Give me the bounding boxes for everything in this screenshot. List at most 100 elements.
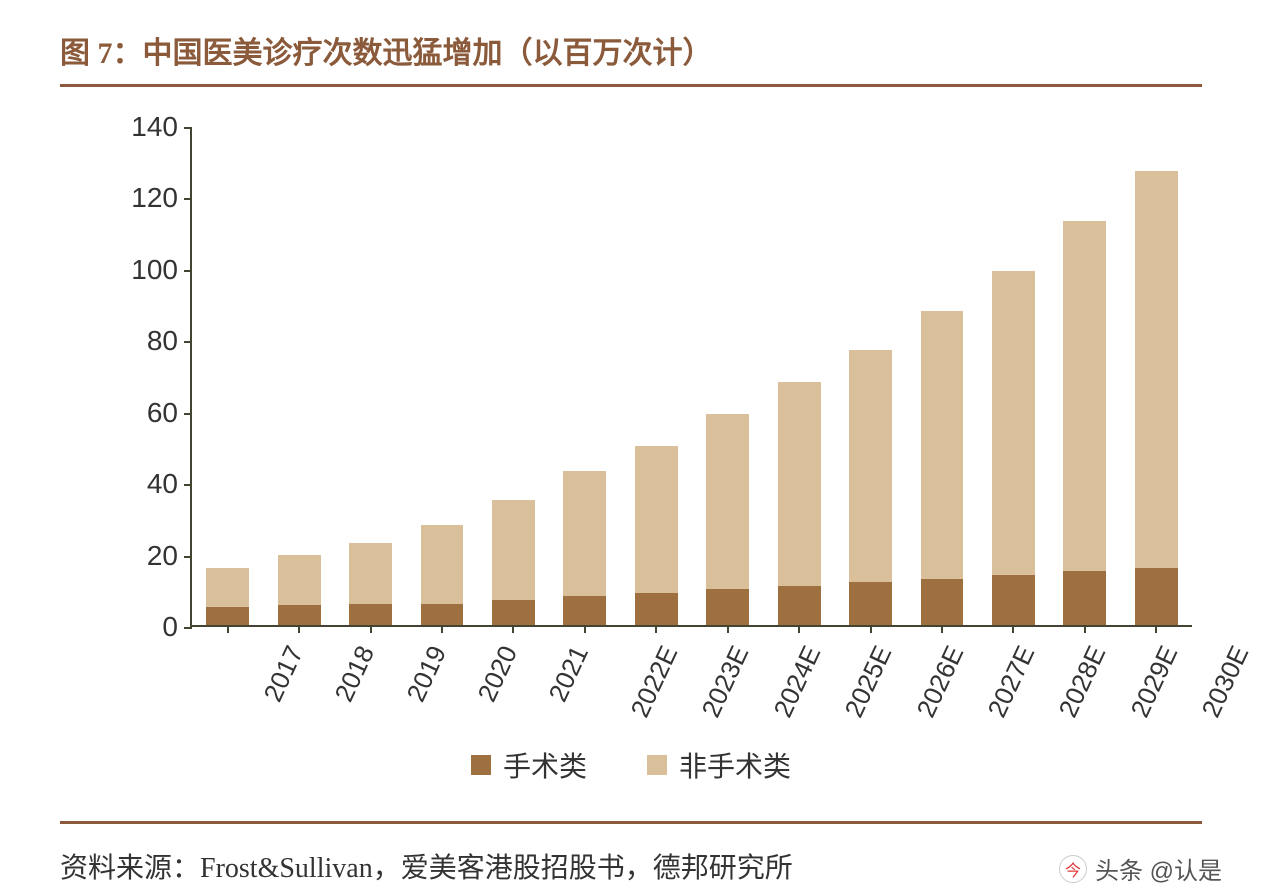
figure-title: 图 7：中国医美诊疗次数迅猛增加（以百万次计）: [60, 28, 1202, 84]
x-tick-label: 2017: [257, 641, 310, 707]
y-tick-label: 20: [147, 540, 178, 572]
bar-segment-surgical: [1135, 568, 1178, 625]
bar-segment-surgical: [278, 605, 321, 625]
x-tick-mark: [1012, 625, 1014, 633]
legend: 手术类 非手术类: [60, 745, 1202, 785]
watermark-text: 头条 @认是: [1095, 851, 1222, 886]
y-tick-label: 120: [131, 182, 178, 214]
x-tick-mark: [1155, 625, 1157, 633]
bar-segment-surgical: [563, 596, 606, 625]
legend-item: 手术类: [471, 745, 587, 785]
bar-segment-nonsurgical: [706, 414, 749, 589]
bar-segment-surgical: [778, 586, 821, 625]
x-tick-label: 2022E: [624, 641, 684, 722]
bar-segment-nonsurgical: [563, 471, 606, 596]
bar-segment-surgical: [635, 593, 678, 625]
bar-group: [278, 555, 321, 625]
x-tick-label: 2025E: [839, 641, 899, 722]
x-tick-mark: [798, 625, 800, 633]
bar-segment-surgical: [349, 604, 392, 625]
bar-segment-surgical: [706, 589, 749, 625]
y-tick-label: 80: [147, 325, 178, 357]
bar-segment-nonsurgical: [349, 543, 392, 604]
bar-group: [1063, 221, 1106, 625]
y-tick-label: 40: [147, 468, 178, 500]
bottom-divider: [60, 821, 1202, 824]
bar-segment-surgical: [921, 579, 964, 625]
bar-group: [421, 525, 464, 625]
legend-swatch: [471, 755, 491, 775]
bar-group: [492, 500, 535, 625]
bar-group: [849, 350, 892, 625]
y-tick-mark: [184, 413, 192, 415]
bar-segment-nonsurgical: [421, 525, 464, 604]
source-line: 资料来源：Frost&Sullivan，爱美客港股招股书，德邦研究所: [60, 846, 1202, 886]
x-tick-label: 2023E: [696, 641, 756, 722]
x-tick-mark: [1084, 625, 1086, 633]
y-tick-mark: [184, 198, 192, 200]
bar-segment-surgical: [849, 582, 892, 625]
watermark: 今 头条 @认是: [1059, 851, 1222, 886]
bar-group: [349, 543, 392, 625]
bar-group: [992, 271, 1035, 625]
y-tick-mark: [184, 484, 192, 486]
bar-segment-nonsurgical: [278, 555, 321, 605]
x-tick-mark: [870, 625, 872, 633]
y-tick-mark: [184, 627, 192, 629]
bar-segment-surgical: [992, 575, 1035, 625]
y-tick-mark: [184, 556, 192, 558]
y-tick-label: 60: [147, 397, 178, 429]
bar-group: [635, 446, 678, 625]
bar-segment-surgical: [421, 604, 464, 625]
x-tick-mark: [727, 625, 729, 633]
x-tick-mark: [441, 625, 443, 633]
y-tick-mark: [184, 341, 192, 343]
bar-group: [206, 568, 249, 625]
legend-label: 手术类: [503, 745, 587, 785]
y-axis: 020406080100120140: [60, 117, 190, 717]
bar-segment-nonsurgical: [1063, 221, 1106, 571]
bar-segment-nonsurgical: [206, 568, 249, 607]
bar-segment-nonsurgical: [635, 446, 678, 592]
bar-group: [921, 311, 964, 625]
legend-swatch: [647, 755, 667, 775]
legend-item: 非手术类: [647, 745, 791, 785]
bar-segment-nonsurgical: [849, 350, 892, 582]
x-tick-label: 2026E: [910, 641, 970, 722]
x-tick-label: 2018: [329, 641, 382, 707]
x-tick-label: 2030E: [1196, 641, 1256, 722]
x-tick-mark: [941, 625, 943, 633]
y-tick-mark: [184, 270, 192, 272]
plot-area: 201720182019202020212022E2023E2024E2025E…: [190, 127, 1192, 627]
bar-segment-surgical: [1063, 571, 1106, 625]
bar-segment-surgical: [492, 600, 535, 625]
x-tick-mark: [227, 625, 229, 633]
x-tick-label: 2020: [471, 641, 524, 707]
bar-segment-nonsurgical: [492, 500, 535, 600]
x-tick-mark: [298, 625, 300, 633]
bar-segment-surgical: [206, 607, 249, 625]
bar-segment-nonsurgical: [992, 271, 1035, 575]
chart-area: 020406080100120140 201720182019202020212…: [60, 117, 1202, 717]
x-tick-label: 2019: [400, 641, 453, 707]
x-tick-label: 2028E: [1053, 641, 1113, 722]
y-tick-label: 140: [131, 111, 178, 143]
bar-group: [563, 471, 606, 625]
bar-segment-nonsurgical: [778, 382, 821, 586]
x-tick-label: 2029E: [1124, 641, 1184, 722]
legend-label: 非手术类: [679, 745, 791, 785]
x-tick-mark: [584, 625, 586, 633]
x-tick-label: 2027E: [981, 641, 1041, 722]
toutiao-icon: 今: [1059, 855, 1087, 883]
x-tick-label: 2024E: [767, 641, 827, 722]
x-tick-mark: [370, 625, 372, 633]
bar-segment-nonsurgical: [921, 311, 964, 579]
bar-group: [778, 382, 821, 625]
y-tick-label: 100: [131, 254, 178, 286]
y-tick-mark: [184, 127, 192, 129]
bar-group: [1135, 171, 1178, 625]
x-tick-mark: [512, 625, 514, 633]
x-tick-mark: [655, 625, 657, 633]
top-divider: [60, 84, 1202, 87]
y-tick-label: 0: [162, 611, 178, 643]
